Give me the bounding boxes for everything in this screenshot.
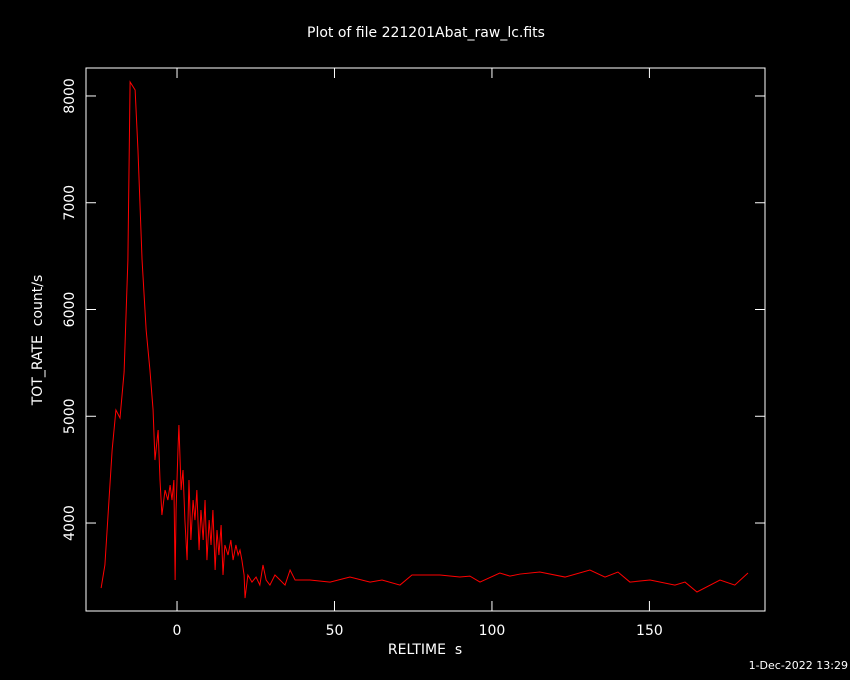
y-tick-label: 6000 [62, 292, 78, 328]
x-tick-label: 150 [636, 623, 663, 639]
y-tick-label: 4000 [62, 505, 78, 541]
y-tick-label: 7000 [62, 185, 78, 221]
x-tick-label: 0 [173, 623, 182, 639]
data-line [100, 80, 749, 599]
y-tick-label: 8000 [62, 78, 78, 114]
y-tick-label: 5000 [62, 398, 78, 434]
y-axis-label: TOT_RATE count/s [30, 275, 46, 407]
x-axis-label: RELTIME s [388, 642, 462, 658]
x-tick-label: 100 [479, 623, 506, 639]
chart-title: Plot of file 221201Abat_raw_lc.fits [307, 25, 545, 41]
x-tick-label: 50 [326, 623, 344, 639]
footer-timestamp: 1-Dec-2022 13:29 [749, 659, 848, 672]
plot-frame [85, 67, 766, 612]
